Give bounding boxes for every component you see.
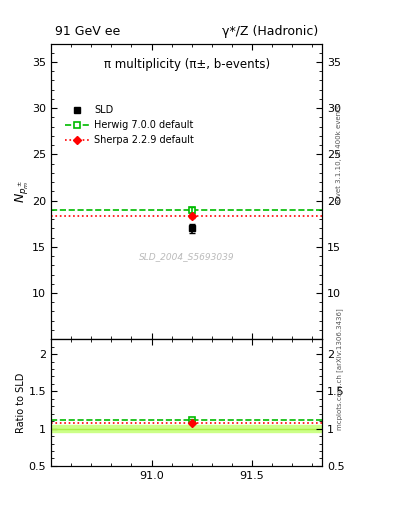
- Text: Rivet 3.1.10, ≥ 400k events: Rivet 3.1.10, ≥ 400k events: [336, 104, 342, 203]
- Y-axis label: Ratio to SLD: Ratio to SLD: [16, 372, 26, 433]
- Text: mcplots.cern.ch [arXiv:1306.3436]: mcplots.cern.ch [arXiv:1306.3436]: [336, 308, 343, 430]
- Legend: SLD, Herwig 7.0.0 default, Sherpa 2.2.9 default: SLD, Herwig 7.0.0 default, Sherpa 2.2.9 …: [61, 101, 198, 149]
- Bar: [51, 425, 322, 432]
- Text: SLD_2004_S5693039: SLD_2004_S5693039: [139, 252, 235, 261]
- Y-axis label: $N_{p^\pm_m}$: $N_{p^\pm_m}$: [13, 180, 31, 203]
- Text: 91 GeV ee: 91 GeV ee: [55, 25, 120, 37]
- Text: γ*/Z (Hadronic): γ*/Z (Hadronic): [222, 25, 318, 37]
- Text: π multiplicity (π±, b-events): π multiplicity (π±, b-events): [104, 58, 270, 71]
